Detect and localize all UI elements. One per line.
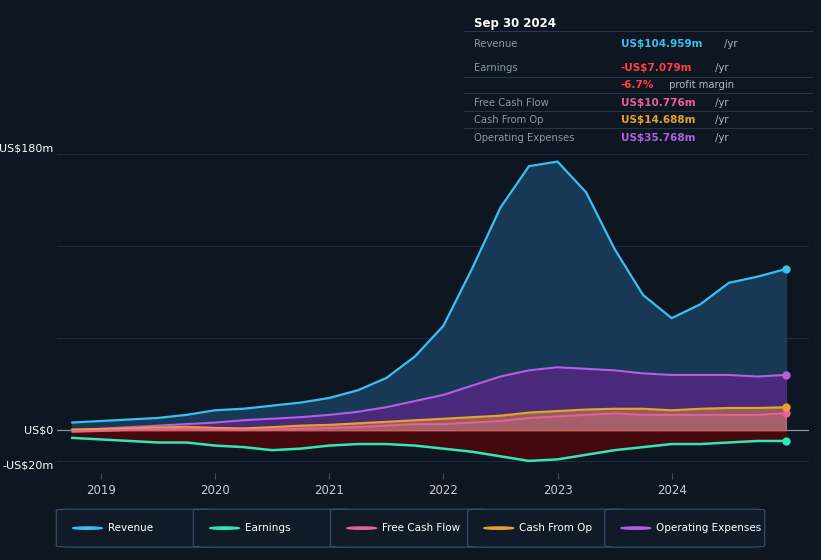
- Circle shape: [346, 527, 377, 529]
- Text: Operating Expenses: Operating Expenses: [475, 133, 575, 143]
- Text: US$180m: US$180m: [0, 144, 53, 154]
- Circle shape: [484, 527, 514, 529]
- Circle shape: [72, 527, 102, 529]
- Text: US$10.776m: US$10.776m: [621, 97, 695, 108]
- Text: Revenue: Revenue: [475, 39, 518, 49]
- Text: Free Cash Flow: Free Cash Flow: [383, 523, 461, 533]
- Text: -US$20m: -US$20m: [2, 461, 53, 471]
- FancyBboxPatch shape: [330, 509, 491, 547]
- FancyBboxPatch shape: [604, 509, 765, 547]
- FancyBboxPatch shape: [56, 509, 216, 547]
- Text: /yr: /yr: [712, 115, 728, 125]
- Text: Earnings: Earnings: [475, 63, 518, 73]
- Text: -US$7.079m: -US$7.079m: [621, 63, 692, 73]
- Text: Operating Expenses: Operating Expenses: [657, 523, 762, 533]
- Text: Earnings: Earnings: [245, 523, 291, 533]
- Text: /yr: /yr: [712, 63, 728, 73]
- Text: Cash From Op: Cash From Op: [475, 115, 544, 125]
- Circle shape: [210, 527, 240, 529]
- Text: Sep 30 2024: Sep 30 2024: [475, 17, 557, 30]
- FancyBboxPatch shape: [467, 509, 628, 547]
- Text: US$104.959m: US$104.959m: [621, 39, 703, 49]
- Text: /yr: /yr: [712, 97, 728, 108]
- Text: Free Cash Flow: Free Cash Flow: [475, 97, 549, 108]
- FancyBboxPatch shape: [193, 509, 354, 547]
- Text: Cash From Op: Cash From Op: [519, 523, 592, 533]
- Text: US$14.688m: US$14.688m: [621, 115, 695, 125]
- Text: US$0: US$0: [25, 425, 53, 435]
- Text: US$35.768m: US$35.768m: [621, 133, 695, 143]
- Text: -6.7%: -6.7%: [621, 80, 654, 90]
- Circle shape: [621, 527, 650, 529]
- Text: Revenue: Revenue: [108, 523, 153, 533]
- Text: profit margin: profit margin: [667, 80, 734, 90]
- Text: /yr: /yr: [721, 39, 737, 49]
- Text: /yr: /yr: [712, 133, 728, 143]
